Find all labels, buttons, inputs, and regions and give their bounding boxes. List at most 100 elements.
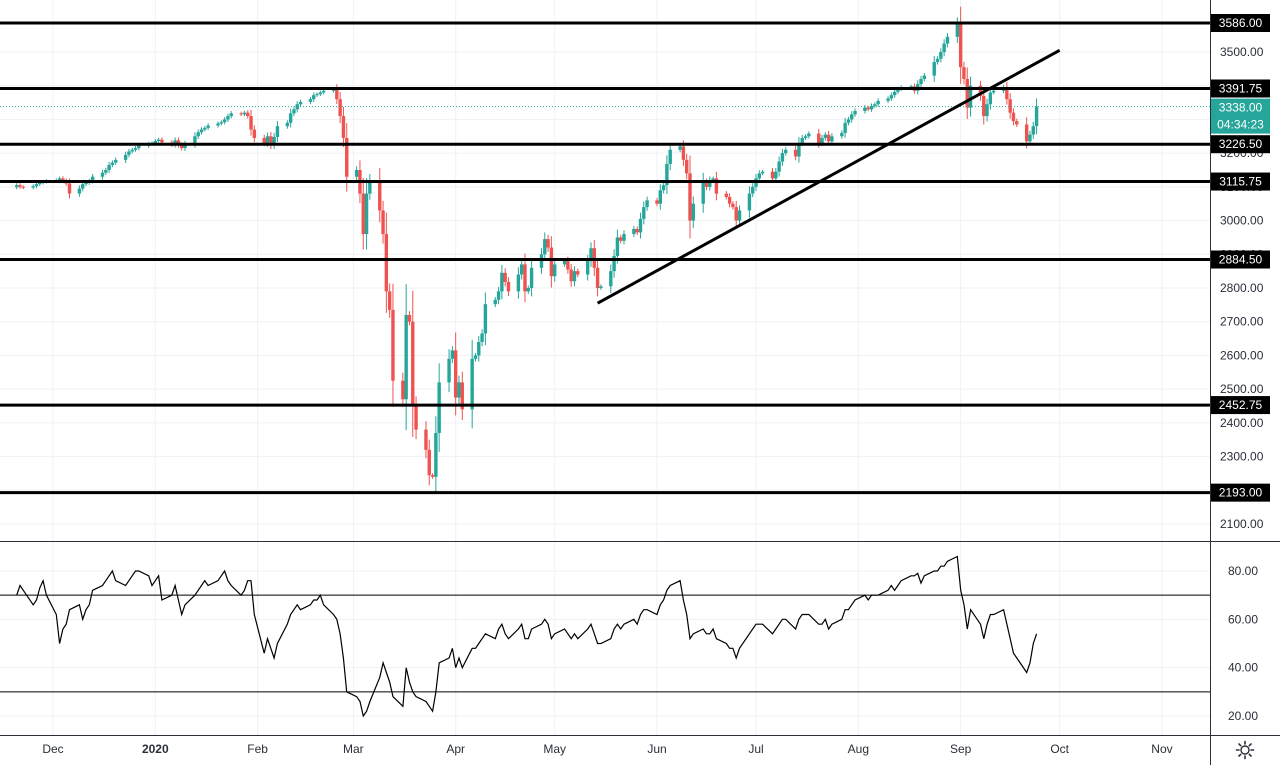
candle-body xyxy=(183,143,187,149)
candle-body xyxy=(645,200,649,208)
candle-body xyxy=(493,299,497,305)
candle-body xyxy=(500,272,504,292)
candle-body xyxy=(784,149,788,154)
candle-body xyxy=(176,140,181,145)
level-price-label: 2452.75 xyxy=(1219,398,1263,412)
x-tick-label: Sep xyxy=(950,742,972,756)
x-tick-label: Nov xyxy=(1151,742,1172,756)
candle-body xyxy=(704,181,709,187)
candle-body xyxy=(909,86,913,88)
candle-body xyxy=(1005,87,1009,100)
candle-body xyxy=(873,104,877,106)
candle-body xyxy=(107,164,111,170)
candle-body xyxy=(869,105,874,110)
trendline xyxy=(596,48,1061,305)
level-price-label: 3115.75 xyxy=(1219,175,1262,189)
y-tick-label: 2600.00 xyxy=(1220,348,1264,362)
candle-body xyxy=(1008,99,1012,113)
candle-body xyxy=(203,127,207,130)
candle-body xyxy=(265,136,270,144)
candle-body xyxy=(985,104,989,117)
y-tick-label: 2300.00 xyxy=(1220,450,1264,464)
candle-body xyxy=(552,264,557,277)
candle-body xyxy=(846,119,851,123)
candle-body xyxy=(942,43,946,52)
candle-body xyxy=(246,112,250,117)
candle-body xyxy=(668,149,672,164)
candle-body xyxy=(592,248,596,268)
candle-body xyxy=(770,171,775,179)
candle-body xyxy=(180,144,184,149)
candle-body xyxy=(965,78,969,108)
candle-body xyxy=(955,23,960,37)
candle-body xyxy=(84,182,88,185)
countdown-label: 04:34:23 xyxy=(1217,118,1264,132)
x-tick-label: Oct xyxy=(1050,742,1069,756)
candle-body xyxy=(298,101,303,105)
candle-body xyxy=(991,90,996,93)
candle-body xyxy=(341,116,346,138)
candle-body xyxy=(483,304,488,334)
candle-body xyxy=(450,350,455,359)
candle-body xyxy=(797,143,801,157)
candle-body xyxy=(826,134,831,142)
rsi-y-tick-label: 80.00 xyxy=(1228,564,1258,578)
horizontal-levels xyxy=(0,21,1210,495)
candle-body xyxy=(193,136,197,144)
candle-body xyxy=(566,261,570,270)
candle-body xyxy=(104,170,108,173)
candle-body xyxy=(727,196,732,204)
candle-body xyxy=(404,314,408,400)
candle-body xyxy=(123,154,128,160)
candle-body xyxy=(632,229,636,235)
candle-body xyxy=(737,210,742,221)
candle-body xyxy=(1024,124,1029,142)
candle-body xyxy=(160,139,164,143)
level-price-label-box xyxy=(1211,79,1270,98)
candle-body xyxy=(114,159,118,163)
candle-body xyxy=(988,92,993,105)
candle-body xyxy=(262,137,266,144)
candle-body xyxy=(229,113,233,117)
candle-body xyxy=(661,185,666,191)
candle-body xyxy=(711,178,715,181)
candle-body xyxy=(321,90,326,93)
candle-body xyxy=(807,133,811,137)
grid xyxy=(0,0,1210,735)
candle-body xyxy=(968,85,973,108)
level-price-label: 3391.75 xyxy=(1219,81,1263,95)
candle-body xyxy=(275,126,280,137)
candle-body xyxy=(793,149,798,157)
candle-body xyxy=(546,239,550,248)
x-tick-label: Feb xyxy=(247,742,268,756)
candle-body xyxy=(288,113,293,123)
candle-body xyxy=(747,193,752,211)
candle-body xyxy=(803,136,808,138)
level-price-label: 2193.00 xyxy=(1219,486,1263,500)
candle-body xyxy=(378,180,382,211)
candle-body xyxy=(424,429,428,450)
candle-body xyxy=(312,95,316,100)
candle-body xyxy=(714,178,719,194)
candle-body xyxy=(886,98,890,101)
candle-body xyxy=(219,122,224,124)
level-price-label: 3226.50 xyxy=(1219,137,1263,151)
candle-body xyxy=(569,269,573,282)
gear-icon[interactable] xyxy=(1210,735,1280,765)
candle-body xyxy=(638,218,643,233)
y-tick-label: 2400.00 xyxy=(1220,416,1264,430)
candle-body xyxy=(599,286,603,288)
candle-body xyxy=(760,171,765,174)
candle-body xyxy=(318,92,323,95)
candle-body xyxy=(67,183,72,194)
rsi-y-tick-label: 60.00 xyxy=(1228,612,1258,626)
candle-body xyxy=(480,333,484,342)
candle-body xyxy=(866,107,870,110)
candle-body xyxy=(473,355,478,359)
candle-body xyxy=(724,193,729,197)
candle-body xyxy=(863,107,867,111)
candle-body xyxy=(153,141,158,144)
candle-body xyxy=(1015,121,1019,125)
